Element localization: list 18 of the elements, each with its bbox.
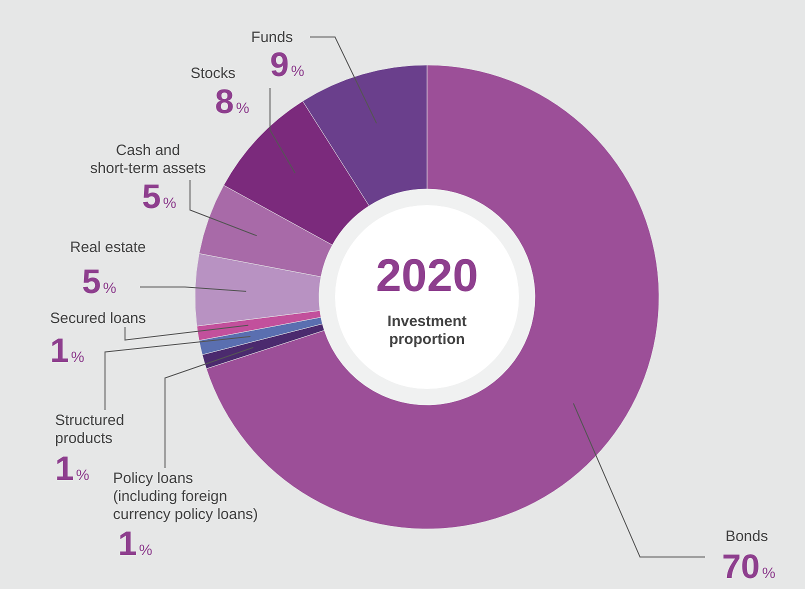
data-label: 1% xyxy=(118,525,152,563)
slice-label: Real estate xyxy=(70,239,146,256)
slice-label: Stocks xyxy=(190,65,236,82)
text: Investment proportion xyxy=(387,313,467,348)
text: 2020 xyxy=(376,249,478,301)
data-label: 1% xyxy=(55,450,90,488)
data-label: 9% xyxy=(270,46,304,84)
data-label: 8% xyxy=(215,83,250,121)
slice-label: Policy loans (including foreign currency policy loans) xyxy=(113,470,258,523)
data-label: 5% xyxy=(142,178,176,216)
data-label: 1% xyxy=(50,332,84,370)
slice-label: Cash and short-term assets xyxy=(90,142,206,177)
slice-label: Structured products xyxy=(55,412,124,447)
slice-label: Bonds xyxy=(725,528,768,545)
slice-label: Secured loans xyxy=(50,310,146,327)
data-label: 5% xyxy=(82,263,116,301)
slice-label: Funds xyxy=(251,29,293,46)
data-label: 70% xyxy=(722,548,776,586)
